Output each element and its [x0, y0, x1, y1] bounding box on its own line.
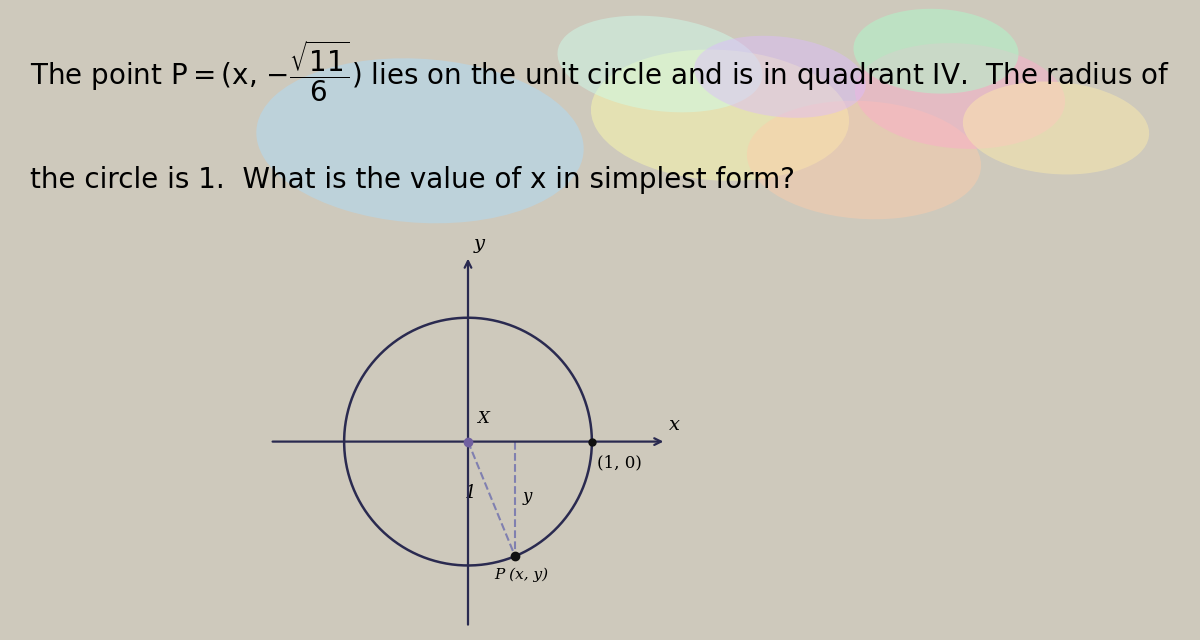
Text: P (x, y): P (x, y) — [494, 567, 548, 582]
Ellipse shape — [694, 36, 866, 118]
Ellipse shape — [558, 16, 762, 112]
Text: (1, 0): (1, 0) — [596, 454, 642, 471]
Ellipse shape — [853, 9, 1019, 93]
Ellipse shape — [746, 100, 982, 220]
Ellipse shape — [854, 43, 1066, 149]
Text: the circle is 1.  What is the value of x in simplest form?: the circle is 1. What is the value of x … — [30, 166, 796, 195]
Text: y: y — [522, 488, 532, 505]
Ellipse shape — [962, 81, 1150, 175]
Ellipse shape — [257, 58, 583, 223]
Text: 1: 1 — [464, 483, 476, 502]
Ellipse shape — [590, 49, 850, 181]
Text: The point P$=$(x, $-\dfrac{\sqrt{11}}{6}$) lies on the unit circle and is in qua: The point P$=$(x, $-\dfrac{\sqrt{11}}{6}… — [30, 38, 1170, 104]
Text: y: y — [474, 236, 485, 253]
Text: X: X — [476, 410, 488, 427]
Text: x: x — [668, 416, 679, 434]
